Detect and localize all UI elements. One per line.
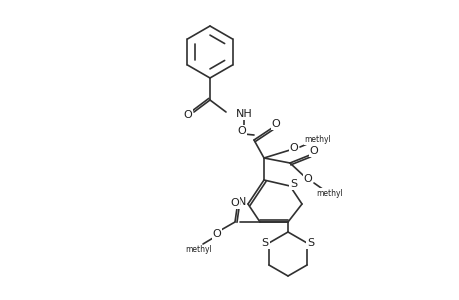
Text: methyl: methyl [316, 188, 342, 197]
Text: S: S [307, 238, 314, 248]
Text: O: O [212, 229, 221, 239]
Text: O: O [271, 119, 280, 129]
Text: S: S [290, 179, 297, 189]
Text: O: O [303, 174, 312, 184]
Text: O: O [183, 110, 192, 120]
Text: methyl: methyl [304, 136, 330, 145]
Text: O: O [230, 198, 239, 208]
Text: O: O [309, 146, 318, 156]
Text: N: N [237, 197, 246, 207]
Text: O: O [289, 143, 298, 153]
Text: S: S [261, 238, 268, 248]
Text: O: O [237, 126, 246, 136]
Text: methyl: methyl [185, 245, 212, 254]
Text: NH: NH [235, 109, 252, 119]
